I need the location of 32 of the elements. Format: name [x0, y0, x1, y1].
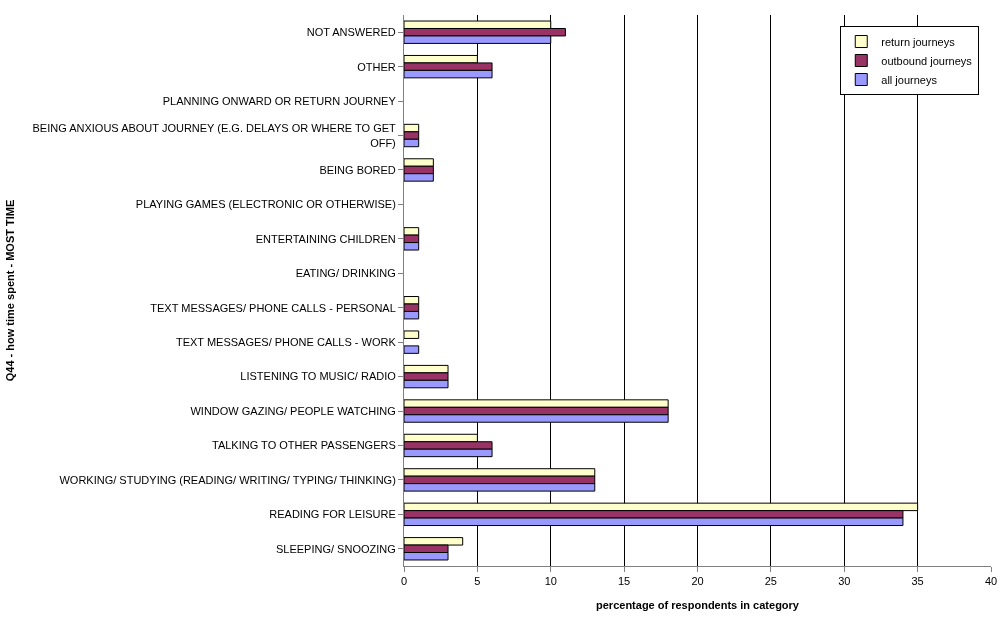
y-tick-label: BEING ANXIOUS ABOUT JOURNEY (E.G. DELAYS OR WHERE TO GET OFF)	[32, 122, 397, 149]
x-tick-label: 30	[838, 575, 851, 588]
bar	[404, 345, 420, 354]
y-tick-label: TEXT MESSAGES/ PHONE CALLS - PERSONAL	[150, 301, 396, 314]
y-tick-label: READING FOR LEISURE	[269, 508, 396, 521]
y-tick-label: BEING BORED	[319, 163, 396, 176]
bar	[404, 330, 420, 339]
y-tick-label: PLAYING GAMES (ELECTRONIC OR OTHERWISE)	[135, 198, 396, 211]
y-tick-label: TALKING TO OTHER PASSENGERS	[212, 439, 396, 452]
y-axis-title: Q44 - how time spent - MOST TIME	[4, 199, 17, 382]
x-tick-label: 0	[400, 575, 408, 588]
y-tick-label: WORKING/ STUDYING (READING/ WRITING/ TYPING/ THINKING)	[59, 473, 396, 486]
y-tick-label: WINDOW GAZING/ PEOPLE WATCHING	[190, 404, 396, 417]
x-tick-label: 15	[618, 575, 631, 588]
x-tick-label: 10	[544, 575, 557, 588]
y-tick-label: ENTERTAINING CHILDREN	[255, 232, 396, 245]
y-tick-label: OTHER	[357, 60, 396, 73]
x-tick-label: 5	[474, 575, 481, 588]
y-tick-label: LISTENING TO MUSIC/ RADIO	[240, 370, 397, 383]
y-tick-label: NOT ANSWERED	[306, 26, 396, 39]
x-tick-label: 35	[911, 575, 924, 588]
y-tick-label: EATING/ DRINKING	[295, 267, 396, 280]
y-tick-label: SLEEPING/ SNOOZING	[275, 542, 396, 555]
legend-label: return journeys	[881, 35, 956, 48]
y-tick-label: TEXT MESSAGES/ PHONE CALLS - WORK	[175, 336, 397, 349]
y-tick-label: PLANNING ONWARD OR RETURN JOURNEY	[162, 94, 397, 107]
x-tick-label: 25	[764, 575, 778, 588]
x-tick-label: 40	[984, 575, 998, 588]
x-tick-label: 20	[691, 575, 704, 588]
legend-label: outbound journeys	[881, 54, 973, 67]
legend-label: all journeys	[881, 73, 938, 86]
x-axis-title: percentage of respondents in category	[596, 599, 800, 612]
